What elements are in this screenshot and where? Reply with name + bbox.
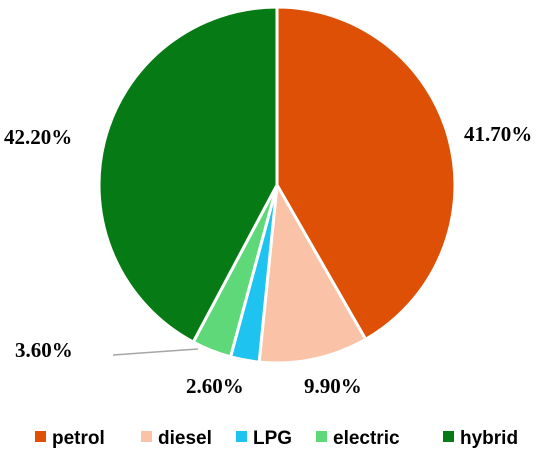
data-label-petrol: 41.70% xyxy=(464,122,532,146)
pie-slices xyxy=(97,5,457,365)
electric-leader-line xyxy=(112,348,199,356)
pie-slice-diesel xyxy=(257,183,368,365)
data-label-diesel: 9.90% xyxy=(304,374,362,398)
legend: petrol diesel LPG electric hybrid xyxy=(35,428,518,449)
legend-label-lpg: LPG xyxy=(253,428,292,449)
pie-slice-hybrid xyxy=(97,5,279,344)
legend-label-electric: electric xyxy=(333,428,400,449)
legend-label-hybrid: hybrid xyxy=(460,428,518,449)
legend-swatch-petrol xyxy=(35,431,46,442)
data-label-electric: 3.60% xyxy=(15,338,73,362)
legend-item-electric: electric xyxy=(316,428,400,449)
legend-label-diesel: diesel xyxy=(158,428,212,449)
legend-swatch-diesel xyxy=(141,431,152,442)
legend-item-petrol: petrol xyxy=(35,428,105,449)
legend-swatch-hybrid xyxy=(443,431,454,442)
legend-item-diesel: diesel xyxy=(141,428,212,449)
legend-swatch-lpg xyxy=(236,431,247,442)
legend-swatch-electric xyxy=(316,431,327,442)
legend-item-hybrid: hybrid xyxy=(443,428,518,449)
legend-label-petrol: petrol xyxy=(52,428,105,449)
data-label-hybrid: 42.20% xyxy=(4,125,72,149)
legend-item-lpg: LPG xyxy=(236,428,292,449)
pie-slice-petrol xyxy=(275,5,457,341)
data-label-lpg: 2.60% xyxy=(186,374,244,398)
